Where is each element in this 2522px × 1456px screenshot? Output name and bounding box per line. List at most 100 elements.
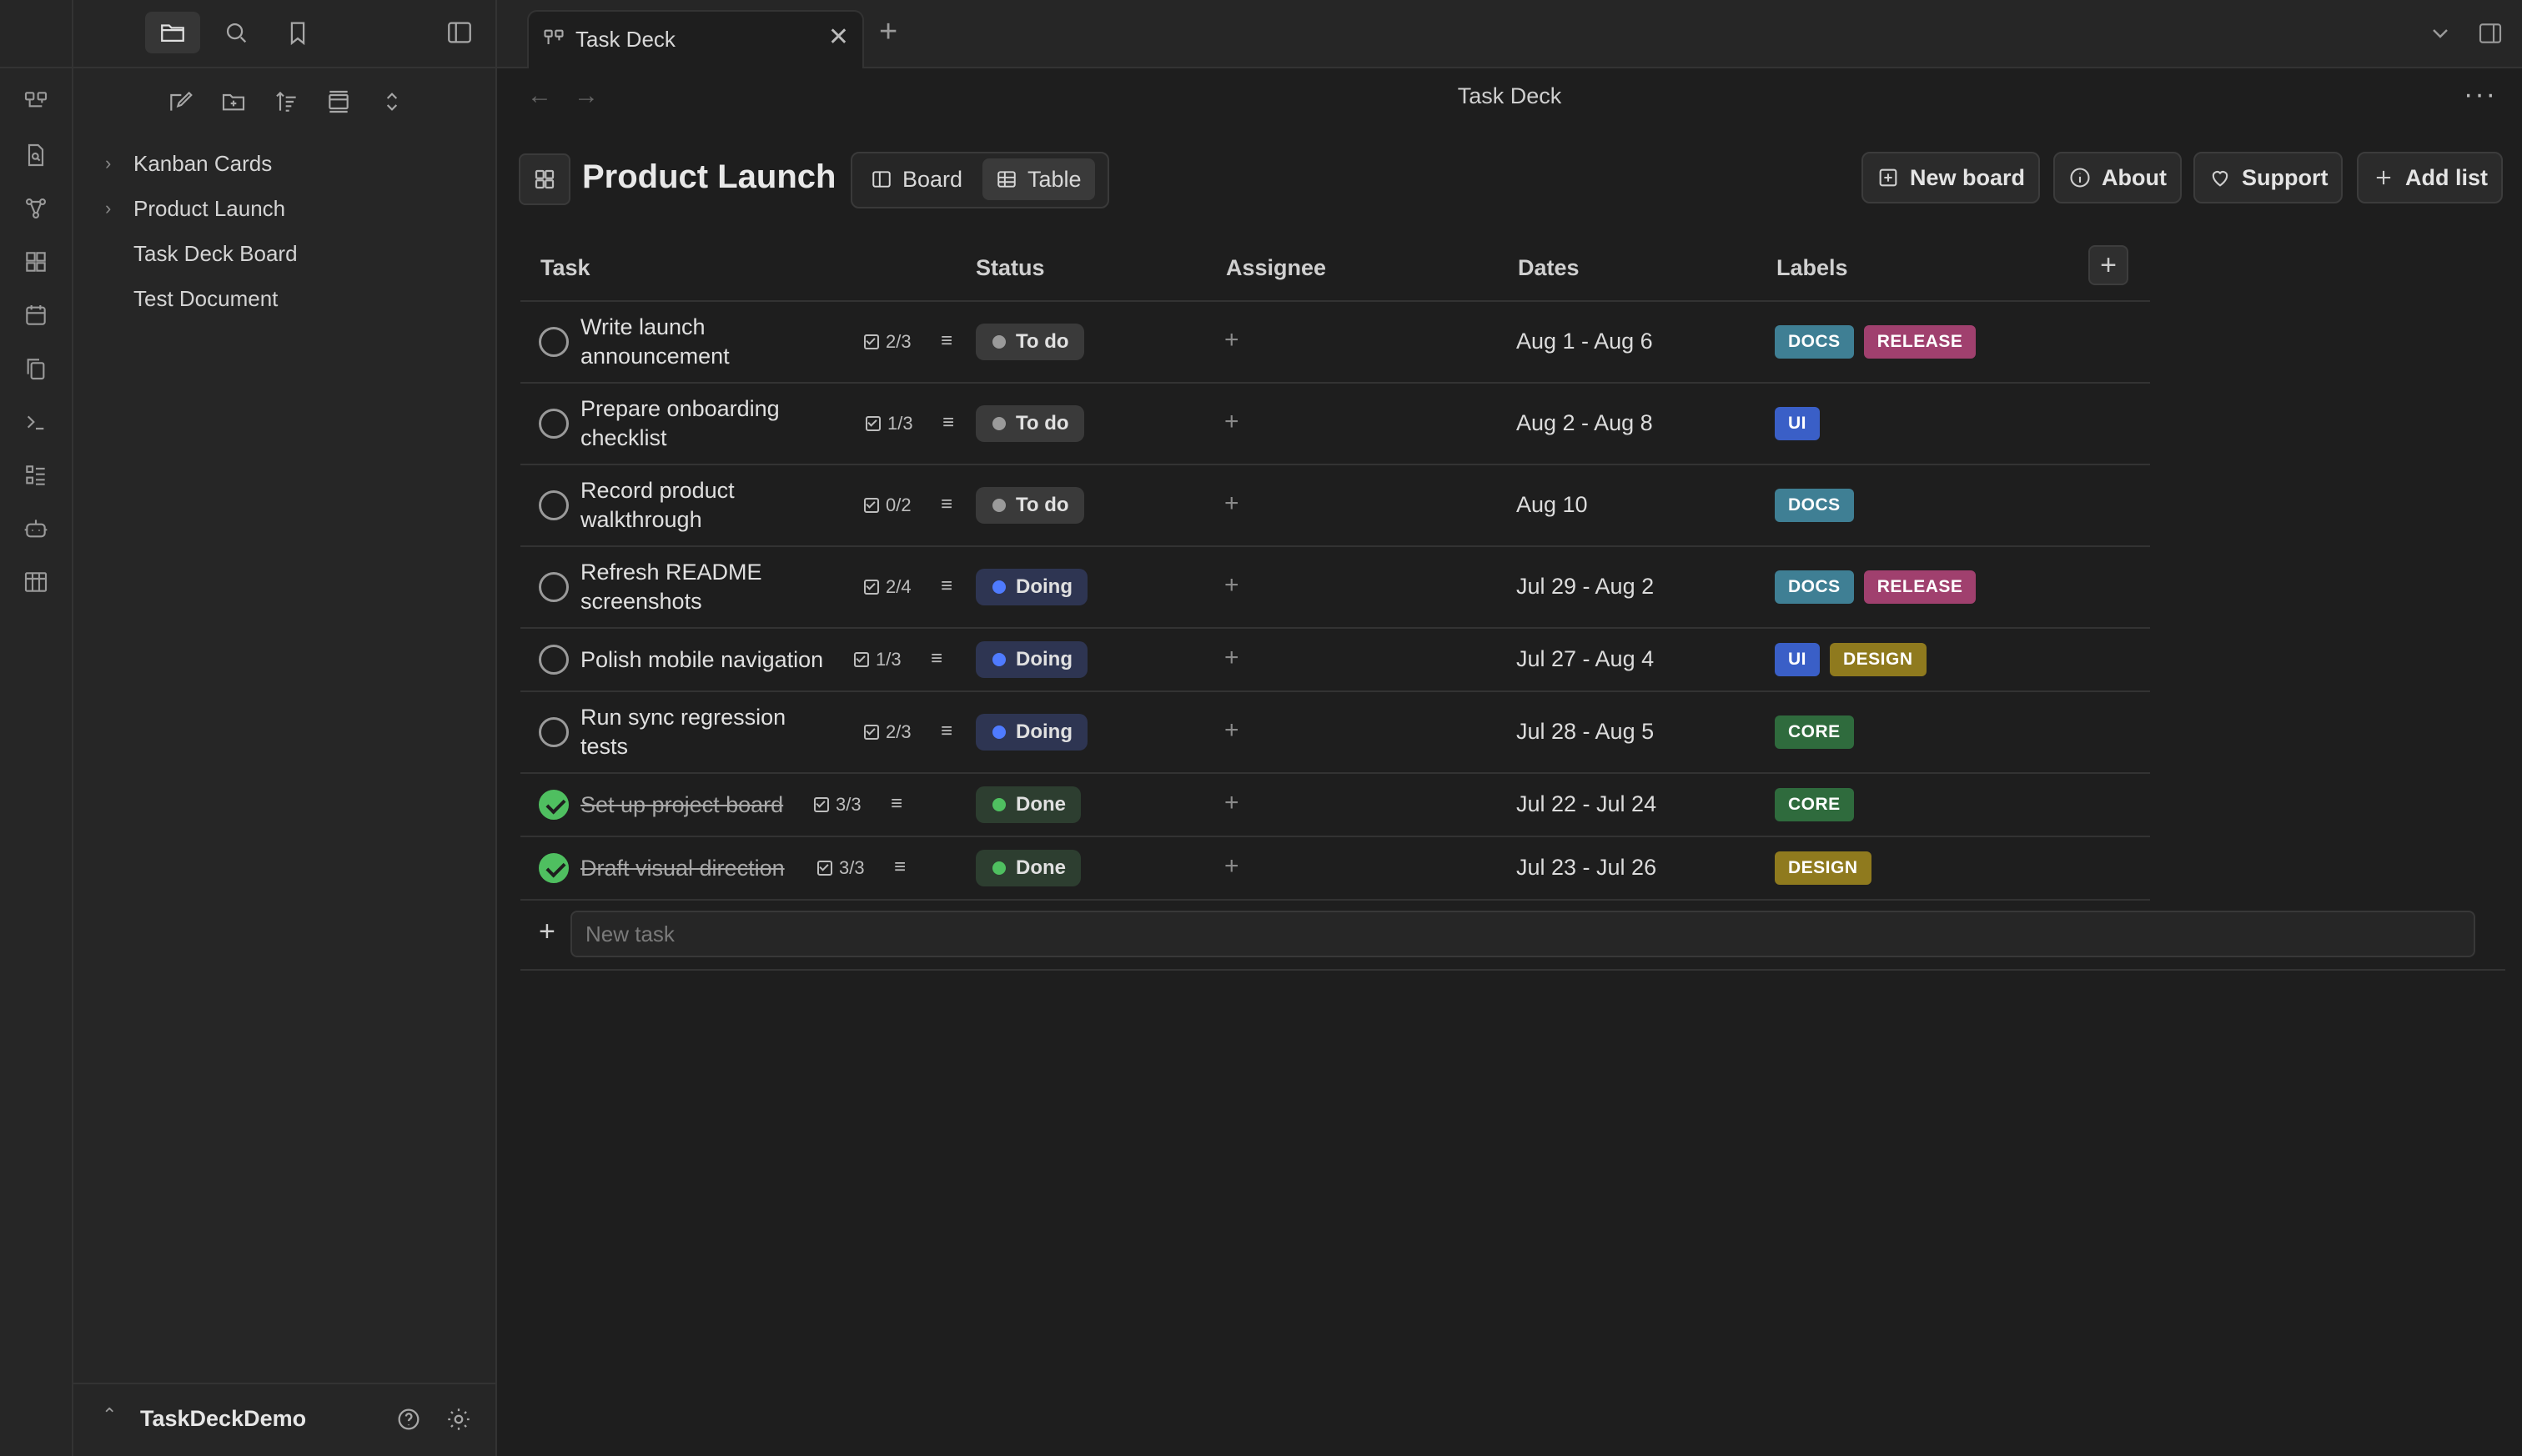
- table-row[interactable]: Run sync regression tests 2/3 ≡ Doing + Jul 28…: [520, 692, 2150, 774]
- task-dates[interactable]: Aug 10: [1516, 492, 1588, 517]
- task-dates[interactable]: Jul 28 - Aug 5: [1516, 719, 1655, 744]
- new-board-button[interactable]: New board: [1861, 152, 2041, 203]
- support-button[interactable]: Support: [2193, 152, 2344, 203]
- task-name[interactable]: Refresh README screenshots: [580, 558, 762, 616]
- header-dates[interactable]: Dates: [1518, 255, 1580, 280]
- right-sidebar-toggle-icon[interactable]: [2475, 18, 2505, 48]
- board-switcher-button[interactable]: [519, 153, 570, 205]
- task-dates[interactable]: Aug 1 - Aug 6: [1516, 329, 1653, 354]
- status-badge[interactable]: To do: [976, 487, 1084, 524]
- chevron-down-icon[interactable]: [2425, 18, 2455, 48]
- table-row[interactable]: Set up project board 3/3 ≡ Done + Jul 22 - Ju…: [520, 774, 2150, 837]
- label-tag[interactable]: DOCS: [1775, 489, 1854, 522]
- add-assignee-button[interactable]: +: [1224, 716, 1239, 744]
- more-options-icon[interactable]: ···: [2464, 78, 2497, 110]
- board-view-button[interactable]: Board: [857, 158, 976, 200]
- description-icon[interactable]: ≡: [942, 411, 955, 434]
- description-icon[interactable]: ≡: [941, 329, 953, 352]
- vault-name[interactable]: TaskDeckDemo: [140, 1406, 307, 1431]
- description-icon[interactable]: ≡: [941, 720, 953, 742]
- add-list-button[interactable]: Add list: [2357, 152, 2503, 203]
- checked-circle-icon[interactable]: [539, 790, 569, 820]
- task-name[interactable]: Draft visual direction: [580, 854, 785, 883]
- back-arrow-icon[interactable]: ←: [527, 82, 552, 109]
- search-file-icon[interactable]: [19, 138, 53, 172]
- search-icon[interactable]: [208, 12, 264, 53]
- kanban-icon[interactable]: [19, 85, 53, 118]
- checked-circle-icon[interactable]: [539, 853, 569, 883]
- header-status[interactable]: Status: [976, 255, 1045, 280]
- status-badge[interactable]: Doing: [976, 569, 1088, 605]
- label-tag[interactable]: DOCS: [1775, 570, 1854, 604]
- collapse-sidebar-icon[interactable]: [432, 12, 487, 53]
- folder-icon[interactable]: [145, 12, 200, 53]
- add-assignee-button[interactable]: +: [1224, 326, 1239, 354]
- label-tag[interactable]: UI: [1775, 643, 1820, 676]
- task-name[interactable]: Run sync regression tests: [580, 703, 786, 761]
- forward-arrow-icon[interactable]: →: [574, 82, 599, 109]
- task-dates[interactable]: Aug 2 - Aug 8: [1516, 410, 1653, 435]
- status-badge[interactable]: Done: [976, 850, 1081, 886]
- bookmark-icon[interactable]: [270, 12, 325, 53]
- label-tag[interactable]: DOCS: [1775, 325, 1854, 359]
- vault-switcher-icon[interactable]: ⌃: [102, 1404, 118, 1425]
- task-checkbox[interactable]: [539, 717, 569, 747]
- description-icon[interactable]: ≡: [931, 647, 943, 670]
- label-tag[interactable]: RELEASE: [1863, 570, 1977, 604]
- header-labels[interactable]: Labels: [1776, 255, 1848, 280]
- header-task[interactable]: Task: [540, 255, 590, 280]
- table-row[interactable]: Refresh README screenshots 2/4 ≡ Doing + Jul 2…: [520, 547, 2150, 629]
- close-icon[interactable]: ✕: [827, 23, 849, 51]
- bot-icon[interactable]: [19, 512, 53, 545]
- task-name[interactable]: Write launch announcement: [580, 313, 730, 371]
- description-icon[interactable]: ≡: [891, 792, 903, 815]
- tab-task-deck[interactable]: Task Deck ✕: [527, 10, 864, 68]
- add-assignee-button[interactable]: +: [1224, 490, 1239, 517]
- graph-icon[interactable]: [19, 192, 53, 225]
- label-tag[interactable]: UI: [1775, 407, 1820, 440]
- header-assignee[interactable]: Assignee: [1226, 255, 1327, 280]
- terminal-icon[interactable]: [19, 405, 53, 439]
- add-assignee-button[interactable]: +: [1224, 789, 1239, 816]
- add-column-button[interactable]: +: [2088, 245, 2128, 285]
- dashboard-icon[interactable]: [19, 245, 53, 279]
- task-name[interactable]: Polish mobile navigation: [580, 645, 823, 675]
- table-row[interactable]: Write launch announcement 2/3 ≡ To do + Aug 1 …: [520, 302, 2150, 384]
- label-tag[interactable]: DESIGN: [1775, 851, 1871, 885]
- tree-folder-product-launch[interactable]: › Product Launch: [73, 188, 495, 229]
- list-icon[interactable]: [19, 459, 53, 492]
- description-icon[interactable]: ≡: [941, 493, 953, 515]
- sort-icon[interactable]: [269, 83, 305, 120]
- add-assignee-button[interactable]: +: [1224, 644, 1239, 671]
- task-checkbox[interactable]: [539, 572, 569, 602]
- expand-collapse-icon[interactable]: [374, 83, 410, 120]
- task-checkbox[interactable]: [539, 409, 569, 439]
- task-dates[interactable]: Jul 29 - Aug 2: [1516, 574, 1655, 599]
- table-row[interactable]: Record product walkthrough 0/2 ≡ To do + Aug 1…: [520, 465, 2150, 547]
- task-dates[interactable]: Jul 23 - Jul 26: [1516, 855, 1657, 880]
- label-tag[interactable]: DESIGN: [1830, 643, 1927, 676]
- table-row[interactable]: Prepare onboarding checklist 1/3 ≡ To do + Aug…: [520, 384, 2150, 465]
- tree-folder-kanban-cards[interactable]: › Kanban Cards: [73, 143, 495, 184]
- copy-icon[interactable]: [19, 352, 53, 385]
- new-task-input[interactable]: [570, 911, 2475, 957]
- collapse-view-icon[interactable]: [320, 83, 357, 120]
- status-badge[interactable]: To do: [976, 405, 1084, 442]
- settings-gear-icon[interactable]: [442, 1403, 475, 1436]
- tree-file-task-deck-board[interactable]: Task Deck Board: [73, 233, 495, 274]
- task-name[interactable]: Prepare onboarding checklist: [580, 394, 780, 453]
- status-badge[interactable]: Doing: [976, 714, 1088, 751]
- add-assignee-button[interactable]: +: [1224, 408, 1239, 435]
- status-badge[interactable]: Done: [976, 786, 1081, 823]
- label-tag[interactable]: CORE: [1775, 715, 1854, 749]
- table-view-button[interactable]: Table: [982, 158, 1095, 200]
- status-badge[interactable]: Doing: [976, 641, 1088, 678]
- task-checkbox[interactable]: [539, 490, 569, 520]
- description-icon[interactable]: ≡: [941, 575, 953, 597]
- new-tab-button[interactable]: +: [879, 14, 898, 49]
- new-folder-icon[interactable]: [215, 83, 252, 120]
- task-name[interactable]: Record product walkthrough: [580, 476, 735, 535]
- new-note-icon[interactable]: [162, 83, 198, 120]
- task-checkbox[interactable]: [539, 645, 569, 675]
- task-dates[interactable]: Jul 27 - Aug 4: [1516, 646, 1655, 671]
